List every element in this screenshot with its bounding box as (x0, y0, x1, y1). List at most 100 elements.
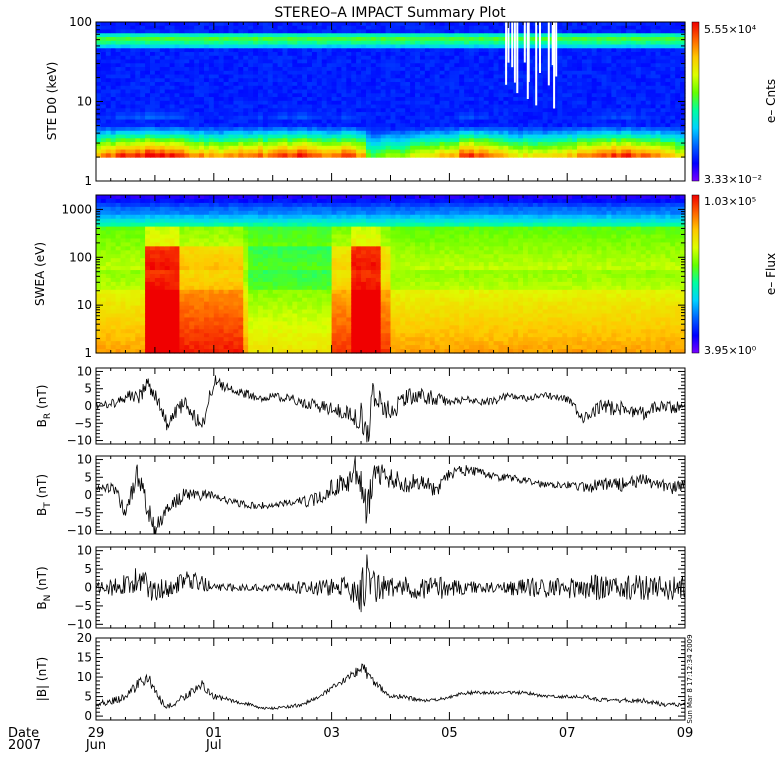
ste-cell (218, 89, 225, 94)
ste-cell (228, 93, 235, 98)
ste-cell (365, 33, 372, 38)
ste-cell (380, 89, 387, 94)
ste-cell (596, 67, 603, 72)
ste-cell (253, 149, 259, 154)
ste-cell (459, 78, 465, 83)
ste-cell (454, 25, 460, 31)
ste-cell (606, 70, 612, 76)
ste-cell (670, 115, 676, 121)
swea-cell (164, 230, 171, 236)
ste-cell (277, 115, 284, 121)
ste-cell (577, 119, 583, 124)
ste-cell (454, 127, 460, 132)
ste-cell (537, 89, 544, 94)
ste-cell (508, 127, 514, 132)
swea-cell (115, 274, 122, 279)
ste-cell (248, 153, 254, 158)
ste-cell (287, 142, 293, 147)
ste-cell (149, 149, 156, 154)
ste-cell (464, 142, 470, 147)
ste-cell (331, 44, 338, 49)
ste-cell (140, 142, 146, 147)
swea-cell (140, 313, 146, 319)
ste-cell (390, 85, 397, 91)
ste-cell (640, 70, 647, 76)
ste-cell (572, 55, 578, 61)
ste-cell (267, 82, 274, 87)
ste-cell (302, 100, 308, 106)
ste-cell (272, 78, 279, 83)
ste-cell (454, 59, 460, 64)
ste-cell (203, 29, 210, 34)
ste-cell (459, 119, 465, 124)
ste-cell (149, 37, 156, 42)
ste-cell (164, 44, 171, 49)
ste-cell (415, 97, 421, 102)
ste-cell (351, 134, 357, 139)
ste-cell (238, 89, 244, 94)
ste-cell (660, 127, 666, 132)
swea-cell (130, 277, 136, 283)
ste-cell (356, 123, 362, 128)
ste-cell (469, 112, 475, 117)
ste-cell (493, 149, 500, 154)
ste-cell (611, 55, 617, 61)
ste-cell (410, 134, 416, 139)
ste-cell (375, 85, 382, 91)
ste-cell (228, 29, 235, 34)
ste-cell (606, 78, 612, 83)
ste-cell (169, 22, 176, 27)
ste-cell (444, 130, 450, 136)
ste-cell (586, 138, 593, 143)
ste-cell (184, 112, 190, 117)
ste-cell (307, 70, 313, 76)
ste-cell (248, 82, 254, 87)
ste-cell (115, 142, 122, 147)
ste-cell (464, 33, 470, 38)
ste-cell (184, 74, 190, 79)
swea-cell (164, 206, 171, 212)
swea-cell (115, 238, 122, 243)
ste-cell (380, 67, 387, 72)
ste-cell (228, 78, 235, 83)
ste-cell (596, 70, 603, 76)
ste-cell (110, 67, 117, 72)
swea-cell (145, 210, 151, 216)
ste-cell (120, 115, 127, 121)
swea-cell (169, 195, 176, 200)
ste-cell (346, 48, 352, 53)
ste-cell (616, 85, 622, 91)
ste-cell (370, 52, 377, 57)
ste-cell (395, 59, 401, 64)
ste-cell (321, 22, 328, 27)
ste-cell (218, 127, 225, 132)
ste-cell (527, 74, 534, 79)
ste-cell (493, 63, 500, 68)
ste-cell (616, 97, 622, 102)
ste-cell (660, 44, 666, 49)
ste-cell (105, 153, 112, 158)
ste-cell (292, 67, 298, 72)
ste-cell (135, 82, 141, 87)
ste-cell (508, 142, 514, 147)
swea-cell (115, 206, 122, 212)
ste-cell (194, 97, 200, 102)
ste-cell (194, 149, 200, 154)
ste-cell (581, 59, 588, 64)
ste-cell (567, 33, 573, 38)
swea-cell (154, 293, 161, 299)
ste-cell (655, 115, 662, 121)
ste-cell (650, 44, 657, 49)
swea-cell (105, 266, 112, 271)
ste-cell (272, 48, 279, 53)
ste-cell (218, 123, 225, 128)
ste-cell (454, 44, 460, 49)
ste-cell (243, 33, 249, 38)
ste-cell (203, 89, 210, 94)
ste-cell (478, 97, 485, 102)
ste-cell (361, 93, 367, 98)
ste-cell (547, 97, 554, 102)
ste-cell (267, 89, 274, 94)
ste-cell (154, 153, 161, 158)
ste-cell (341, 123, 347, 128)
